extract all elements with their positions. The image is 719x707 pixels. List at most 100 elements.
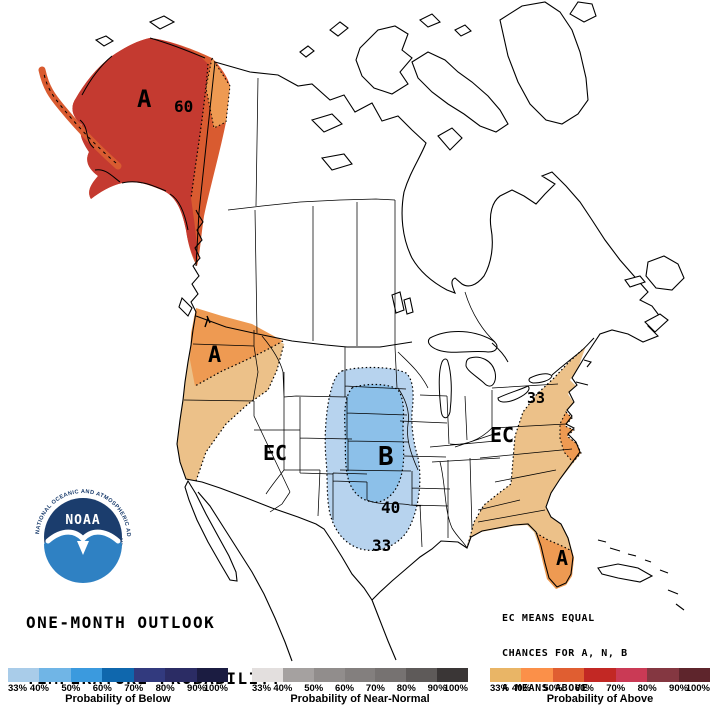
colorbar-near-normal-ticks: 33% 40% 50% 60% 70% 80% 90% 100%	[252, 682, 468, 694]
alaska-60-contour-label: 60	[174, 97, 193, 116]
contour-eastcoast-edge	[467, 349, 583, 546]
newfoundland	[645, 255, 685, 291]
colorbar-segment	[196, 668, 228, 682]
ec-west-label: EC	[263, 441, 287, 465]
mexico-pacific-coast	[197, 491, 293, 662]
colorbar-tick: 40%	[29, 683, 49, 694]
contour-west-tan-edge	[195, 343, 285, 482]
colorbar-tick: 33%	[8, 683, 28, 694]
colorbar-above-caption: Probability of Above	[546, 693, 654, 705]
central-40-contour-label: 40	[381, 498, 400, 517]
ec-legend-line-2: CHANCES FOR A, N, B	[502, 647, 628, 659]
pnw-above-label: A	[208, 343, 221, 368]
bahamas-islets	[597, 539, 685, 611]
colorbar-tick: 90%	[187, 683, 207, 694]
colorbar-tick: 33%	[490, 683, 510, 694]
mexico-gulf-coast	[371, 599, 397, 661]
colorbar-segment	[552, 668, 585, 682]
colorbar-below-ticks: 33% 40% 50% 60% 70% 80% 90% 100%	[8, 682, 228, 694]
map-labels: A 60 A EC B 40 33 EC 33 A	[137, 85, 568, 570]
colorbar-tick: 100%	[685, 683, 710, 694]
coastlines	[176, 61, 662, 662]
colorbar-segment	[165, 668, 197, 682]
colorbar-segment	[615, 668, 648, 682]
colorbar-near-normal-swatches	[252, 668, 469, 682]
noaa-logo-sea	[44, 532, 122, 583]
islands	[94, 1, 685, 611]
colorbar-tick: 80%	[155, 683, 175, 694]
colorbar-segment	[282, 668, 314, 682]
victoria-banks-islands	[355, 25, 413, 95]
colorbar-segment	[102, 668, 134, 682]
vancouver-island	[178, 296, 193, 317]
colorbar-tick: 100%	[443, 683, 468, 694]
political-borders	[183, 77, 595, 549]
colorbar-tick: 80%	[637, 683, 657, 694]
chukotka-islets	[94, 15, 176, 47]
lake-erie	[497, 385, 530, 403]
colorbar-segment	[647, 668, 679, 682]
contour-florida-edge	[535, 532, 573, 552]
region-alaska-above40-corner	[205, 56, 231, 129]
colorbar-above: 33% 40% 50% 60% 70% 80% 90% 100% Probability of…	[490, 668, 710, 705]
us-state-borders	[183, 330, 573, 549]
colorbar-tick: 50%	[304, 683, 324, 694]
colorbar-below-caption: Probability of Below	[65, 693, 171, 705]
colorbar-segment	[70, 668, 103, 682]
colorbar-tick: 90%	[427, 683, 447, 694]
colorbar-tick: 70%	[124, 683, 144, 694]
canada-province-borders	[227, 77, 496, 347]
lake-huron	[465, 356, 496, 387]
central-below-label: B	[378, 442, 394, 472]
probability-regions	[177, 308, 586, 589]
colorbar-segment	[313, 668, 345, 682]
colorbar-below-swatches	[8, 668, 228, 682]
noaa-seagull-icon	[45, 529, 121, 544]
colorbar-tick: 70%	[606, 683, 626, 694]
alaska-canada-border	[195, 61, 216, 267]
nova-scotia	[644, 313, 669, 333]
colorbar-segment	[39, 668, 71, 682]
alaska-region	[38, 37, 231, 267]
ec-legend-line-3: A MEANS ABOVE	[502, 683, 589, 695]
colorbar-segment	[678, 668, 710, 682]
colorbar-segment	[8, 668, 40, 682]
southampton-island	[437, 127, 463, 151]
central-33-contour-label: 33	[372, 536, 391, 555]
noaa-logo-wordmark: NOAA	[65, 513, 100, 528]
colorbar-tick: 33%	[252, 683, 272, 694]
colorbar-segment	[521, 668, 553, 682]
canadian-lakes	[310, 113, 414, 315]
alaska-coast-details	[79, 37, 206, 231]
noaa-seagull-body	[77, 541, 89, 555]
ellesmere-corner	[569, 1, 597, 23]
colorbar-tick: 70%	[365, 683, 385, 694]
colorbar-tick: 90%	[669, 683, 689, 694]
colorbar-above-swatches	[490, 668, 710, 682]
greenland	[499, 1, 589, 125]
colorbar-segment	[490, 668, 522, 682]
colorbar-tick: 80%	[396, 683, 416, 694]
us-canada-border	[195, 315, 595, 376]
aleutian-islands-outline	[43, 73, 117, 164]
baja-california	[184, 479, 238, 582]
colorbar-tick: 60%	[335, 683, 355, 694]
colorbar-segment	[133, 668, 166, 682]
long-island	[575, 381, 589, 386]
alaska-above-label: A	[137, 85, 152, 113]
colorbar-segment	[406, 668, 438, 682]
colorbar-below: 33% 40% 50% 60% 70% 80% 90% 100% Probability of…	[8, 668, 228, 705]
east-33-contour-label: 33	[527, 389, 545, 407]
colorbar-tick: 100%	[203, 683, 228, 694]
contour-alaska-60	[190, 63, 209, 199]
cuba	[597, 563, 654, 583]
mainland-coast	[176, 61, 662, 601]
arctic-islets	[299, 13, 472, 58]
region-central-below40	[344, 383, 405, 503]
ec-legend: EC MEANS EQUAL CHANCES FOR A, N, B A MEA…	[502, 589, 628, 707]
region-florida-above40	[536, 533, 574, 589]
region-pnw-above40	[190, 308, 283, 386]
ec-east-label: EC	[490, 423, 514, 447]
colorbar-above-ticks: 33% 40% 50% 60% 70% 80% 90% 100%	[490, 682, 710, 694]
